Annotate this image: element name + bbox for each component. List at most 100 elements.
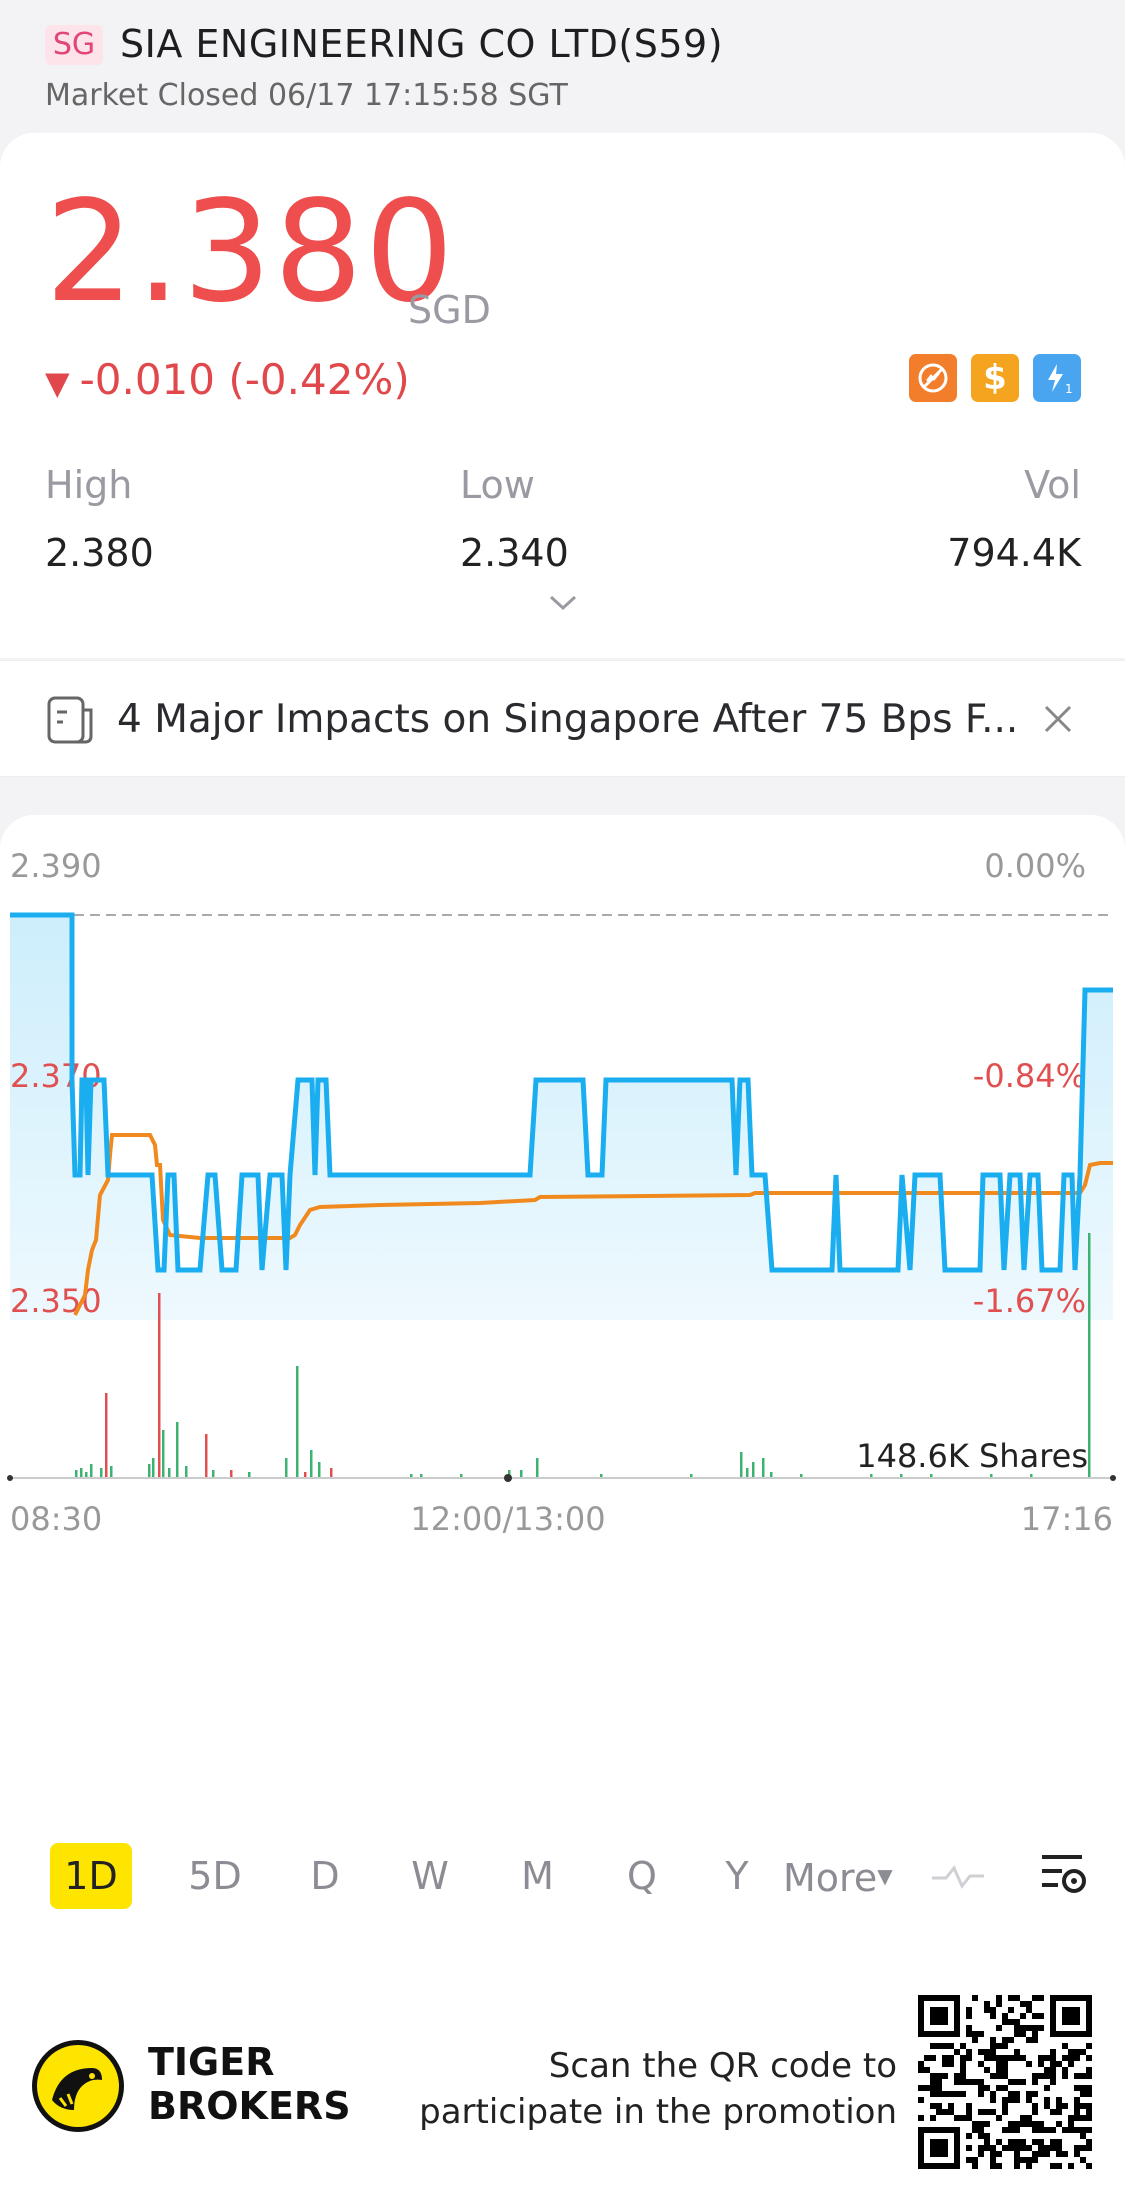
qr-module [1026,2115,1032,2121]
qr-module [1032,2127,1038,2133]
qr-module [1056,2145,1062,2151]
qr-module [960,2073,966,2079]
qr-module [1032,2151,1038,2157]
qr-module [1014,2121,1020,2127]
qr-module [942,2043,948,2049]
x-label-start: 08:30 [10,1500,102,1538]
qr-module [1050,2061,1056,2067]
qr-module [1002,2127,1008,2133]
qr-module [1020,2031,1026,2037]
qr-module [972,2079,978,2085]
tab-more[interactable]: More▼ [783,1843,895,1909]
qr-module [1020,2145,1026,2151]
qr-module [978,2127,984,2133]
qr-module [942,2055,948,2061]
qr-module [930,2115,936,2121]
tab-q[interactable]: Q [627,1854,657,1898]
qr-module [984,2133,990,2139]
qr-module [1086,2055,1092,2061]
volume-bar [230,1470,233,1478]
qr-module [960,2115,966,2121]
qr-module [1008,2007,1014,2013]
tab-y[interactable]: Y [725,1854,749,1898]
volume-bar [460,1474,463,1478]
qr-module [918,2097,924,2103]
qr-module [1086,2127,1092,2133]
qr-module [1026,2007,1032,2013]
qr-module [1062,2055,1068,2061]
qr-module [1014,2157,1020,2163]
volume-bar [105,1393,108,1478]
qr-module [966,2157,972,2163]
y-label-top-left: 2.390 [10,847,102,885]
qr-module [1032,2157,1038,2163]
qr-module [996,2163,1002,2169]
qr-module [1020,2055,1026,2061]
qr-module [1044,2073,1050,2079]
qr-module [984,2139,990,2145]
volume-bar [752,1462,755,1478]
intraday-chart[interactable]: 2.390 0.00% 2.370 -0.84% 2.350 -1.67% 14… [0,815,1125,1815]
qr-module [1038,2121,1044,2127]
qr-module [1044,2127,1050,2133]
qr-module [1044,2085,1050,2091]
qr-module [984,2121,990,2127]
flash-icon[interactable]: 1 [1033,354,1081,402]
chart-settings-icon[interactable] [1038,1851,1090,1899]
qr-module [1008,2097,1014,2103]
tab-w[interactable]: W [411,1854,449,1898]
qr-module [1038,2025,1044,2031]
qr-module [1056,2163,1062,2169]
tab-5d[interactable]: 5D [188,1854,242,1898]
qr-module [1056,2103,1062,2109]
qr-module [936,2043,942,2049]
news-banner[interactable]: 4 Major Impacts on Singapore After 75 Bp… [0,660,1125,777]
qr-module [984,2007,990,2013]
qr-module [1050,2145,1056,2151]
news-headline[interactable]: 4 Major Impacts on Singapore After 75 Bp… [117,697,1019,742]
volume-bar [520,1470,523,1478]
volume-bar [536,1458,539,1478]
qr-module [1020,2025,1026,2031]
y-label-top-right: 0.00% [984,847,1086,885]
qr-module [1014,2091,1020,2097]
price-change: ▼ -0.010 (-0.42%) [45,355,410,404]
qr-module [978,2133,984,2139]
stock-title: SIA ENGINEERING CO LTD(S59) [120,22,724,66]
qr-module [990,2151,996,2157]
volume-bar [762,1458,765,1478]
chevron-down-icon[interactable] [548,593,578,613]
qr-module [996,2139,1002,2145]
qr-module [984,2067,990,2073]
qr-module [936,2079,942,2085]
qr-module [948,2061,954,2067]
volume-bar [80,1468,83,1478]
qr-module [990,2163,996,2169]
volume-bar [85,1472,88,1478]
qr-module [936,2109,942,2115]
qr-module [966,2007,972,2013]
tab-1d[interactable]: 1D [50,1843,132,1909]
qr-module [948,2043,954,2049]
tab-d[interactable]: D [310,1854,340,1898]
qr-module [972,2157,978,2163]
qr-module [1002,2145,1008,2151]
no-short-icon[interactable] [909,354,957,402]
qr-module [954,2079,960,2085]
qr-code[interactable] [918,1995,1092,2169]
tab-m[interactable]: M [521,1854,554,1898]
qr-module [1056,2109,1062,2115]
qr-module [1014,2031,1020,2037]
close-icon[interactable] [1040,701,1076,737]
qr-module [936,2073,942,2079]
qr-module [1014,2163,1020,2169]
indicator-line-icon[interactable] [930,1860,986,1892]
volume-bar [110,1466,113,1478]
qr-module [1026,2037,1032,2043]
qr-module [990,2049,996,2055]
qr-module [1014,1995,1020,2001]
qr-module [1080,2127,1086,2133]
dollar-icon[interactable]: $ [971,354,1019,402]
qr-module [924,2067,930,2073]
qr-module [918,2061,924,2067]
